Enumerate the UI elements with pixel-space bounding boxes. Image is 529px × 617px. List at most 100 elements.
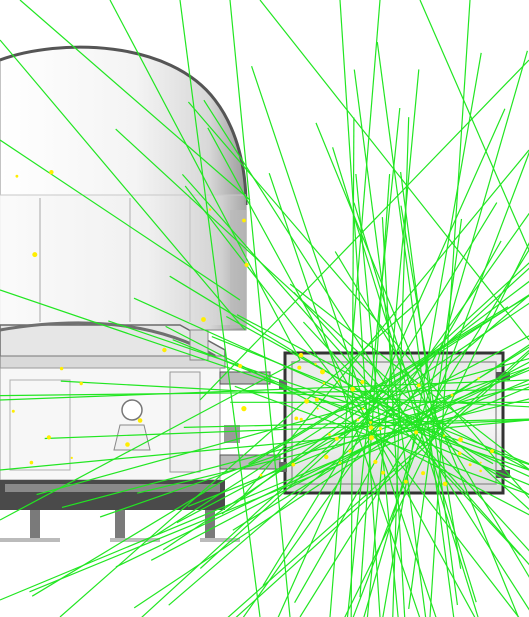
hit-marker (381, 470, 385, 475)
hit-marker (416, 383, 421, 388)
track-line (59, 299, 421, 617)
hit-marker (328, 433, 331, 436)
hit-marker (479, 469, 482, 473)
track-line (334, 251, 529, 578)
hit-marker (442, 434, 446, 437)
track-line (109, 0, 301, 361)
hit-marker (201, 317, 206, 322)
hit-marker (11, 409, 15, 413)
track-line (289, 283, 529, 471)
hit-marker (378, 426, 383, 431)
hit-marker (442, 481, 448, 487)
track-line (419, 0, 529, 251)
track-line (381, 217, 406, 617)
track-line (0, 419, 529, 471)
hit-marker (334, 436, 339, 441)
hit-marker (477, 377, 480, 380)
track-line (251, 66, 437, 617)
hit-marker (468, 463, 472, 467)
track-line (242, 212, 529, 617)
track-line (133, 297, 529, 477)
hit-marker (348, 449, 352, 453)
track-line (179, 0, 261, 617)
hit-marker (29, 460, 34, 465)
track-line (293, 291, 529, 552)
hit-marker (360, 380, 365, 384)
hit-marker (294, 416, 299, 421)
track-line (99, 366, 529, 518)
track-line (400, 171, 458, 606)
track-line (168, 294, 529, 606)
hit-marker (490, 449, 494, 454)
hit-marker (208, 208, 212, 211)
track-line (239, 149, 529, 501)
hit-marker (125, 442, 130, 447)
hit-marker (337, 380, 340, 383)
hit-marker (244, 262, 249, 267)
hit-marker (59, 366, 64, 371)
hit-marker (241, 406, 247, 412)
track-line (0, 289, 529, 471)
hit-marker (450, 393, 454, 397)
hit-marker (368, 425, 374, 430)
hit-marker (15, 174, 19, 178)
hit-marker (373, 459, 378, 464)
track-line (344, 242, 529, 617)
hit-marker (162, 347, 167, 353)
track-line (0, 379, 529, 601)
track-line (329, 0, 381, 617)
track-line (234, 385, 529, 496)
track-line (187, 101, 529, 499)
hit-marker (322, 382, 326, 385)
track-line (259, 0, 529, 341)
track-line (268, 173, 421, 617)
track-line (339, 0, 381, 617)
hit-marker (338, 461, 342, 464)
hit-marker (350, 386, 356, 392)
track-line (429, 0, 471, 617)
hit-marker (361, 407, 365, 410)
track-line (226, 315, 494, 465)
track-line (199, 59, 529, 401)
track-line (165, 325, 529, 516)
hit-marker (414, 430, 419, 435)
track-line (382, 52, 482, 617)
hit-marker (46, 435, 52, 440)
track-line (181, 174, 529, 566)
hit-marker (369, 421, 372, 424)
hit-marker (479, 461, 482, 464)
track-line (172, 339, 529, 486)
hit-marker (404, 479, 408, 484)
hit-marker (32, 252, 38, 258)
hit-marker (70, 456, 73, 459)
hit-marker (291, 462, 296, 467)
track-line (19, 0, 251, 201)
track-line (207, 127, 476, 617)
track-line (61, 383, 529, 508)
hit-marker (259, 473, 263, 477)
track-line (203, 99, 529, 611)
energy-deposit-hits (11, 170, 494, 487)
track-line (0, 379, 529, 401)
track-line (229, 0, 291, 617)
hit-marker (316, 407, 319, 410)
track-line (0, 39, 246, 331)
hit-marker (298, 352, 304, 358)
hit-marker (314, 362, 317, 366)
hit-marker (458, 437, 463, 443)
hit-marker (421, 471, 426, 476)
track-line (44, 419, 529, 440)
hit-marker (457, 451, 462, 456)
hit-marker (356, 418, 360, 422)
hit-marker (242, 218, 246, 223)
track-line (332, 147, 479, 617)
hit-marker (297, 365, 302, 370)
track-line (0, 139, 241, 301)
track-line (400, 205, 462, 569)
hit-marker (299, 417, 303, 421)
track-line (352, 151, 529, 617)
track-line (184, 185, 520, 617)
track-line (176, 335, 529, 524)
hit-marker (369, 435, 374, 441)
